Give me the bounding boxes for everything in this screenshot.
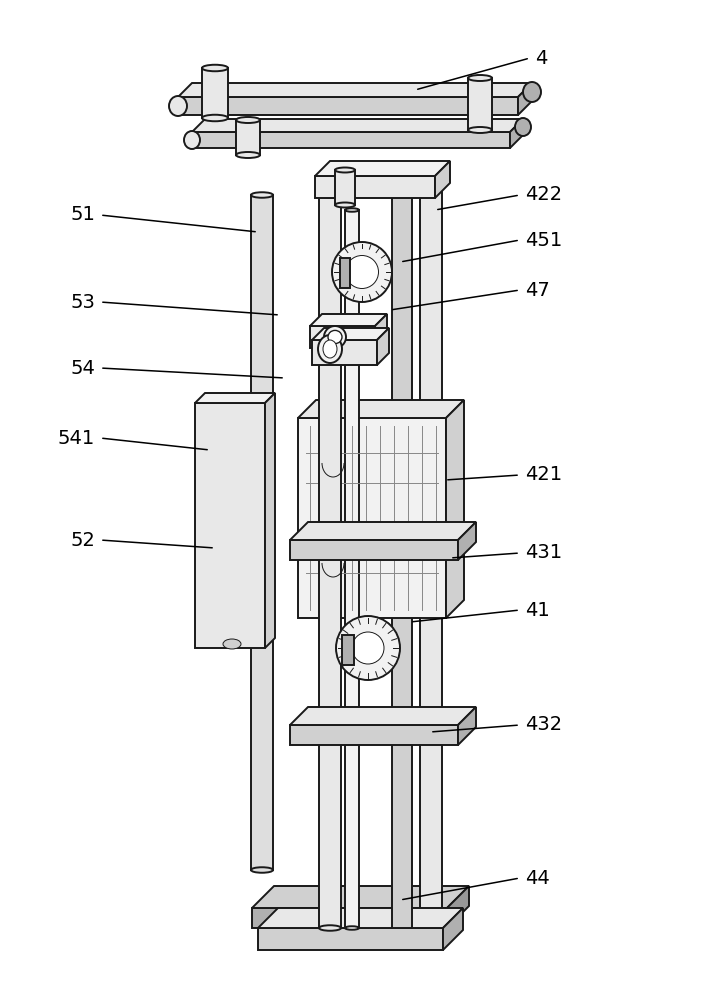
Ellipse shape	[236, 152, 260, 158]
Text: 422: 422	[525, 186, 562, 205]
Ellipse shape	[236, 117, 260, 123]
Polygon shape	[298, 400, 464, 418]
Polygon shape	[345, 210, 359, 928]
Ellipse shape	[319, 192, 341, 198]
Polygon shape	[319, 195, 341, 928]
Polygon shape	[335, 170, 355, 205]
Polygon shape	[340, 258, 350, 288]
Ellipse shape	[319, 925, 341, 931]
Polygon shape	[392, 165, 442, 188]
Polygon shape	[265, 393, 275, 648]
Polygon shape	[310, 314, 387, 326]
Polygon shape	[258, 908, 463, 928]
Text: 431: 431	[525, 544, 562, 562]
Polygon shape	[290, 725, 458, 745]
Ellipse shape	[468, 127, 492, 133]
Polygon shape	[375, 314, 387, 348]
Ellipse shape	[345, 208, 359, 212]
Polygon shape	[258, 928, 443, 950]
Polygon shape	[252, 886, 469, 908]
Text: 44: 44	[525, 868, 550, 888]
Polygon shape	[298, 418, 446, 618]
Polygon shape	[377, 328, 389, 365]
Ellipse shape	[515, 118, 531, 136]
Polygon shape	[510, 119, 523, 148]
Ellipse shape	[251, 192, 273, 198]
Ellipse shape	[345, 926, 359, 930]
Polygon shape	[290, 522, 476, 540]
Ellipse shape	[223, 639, 241, 649]
Text: 52: 52	[70, 530, 95, 550]
Circle shape	[332, 242, 392, 302]
Ellipse shape	[324, 326, 346, 348]
Text: 51: 51	[70, 206, 95, 225]
Polygon shape	[192, 119, 523, 132]
Polygon shape	[447, 886, 469, 928]
Polygon shape	[178, 83, 532, 97]
Polygon shape	[290, 540, 458, 560]
Ellipse shape	[169, 96, 187, 116]
Polygon shape	[435, 161, 450, 198]
Polygon shape	[252, 908, 447, 928]
Ellipse shape	[323, 340, 337, 358]
Ellipse shape	[335, 167, 355, 172]
Ellipse shape	[468, 75, 492, 81]
Circle shape	[345, 255, 378, 288]
Ellipse shape	[251, 867, 273, 873]
Polygon shape	[392, 188, 412, 928]
Polygon shape	[312, 340, 377, 365]
Text: 451: 451	[525, 231, 562, 249]
Polygon shape	[178, 97, 518, 115]
Ellipse shape	[184, 131, 200, 149]
Circle shape	[336, 616, 400, 680]
Text: 432: 432	[525, 716, 562, 734]
Polygon shape	[446, 400, 464, 618]
Polygon shape	[202, 68, 228, 118]
Polygon shape	[443, 908, 463, 950]
Polygon shape	[518, 83, 532, 115]
Polygon shape	[312, 328, 389, 340]
Polygon shape	[315, 161, 450, 176]
Polygon shape	[342, 635, 354, 665]
Polygon shape	[458, 707, 476, 745]
Text: 4: 4	[535, 48, 548, 68]
Text: 421: 421	[525, 466, 562, 485]
Polygon shape	[195, 403, 265, 648]
Text: 54: 54	[70, 359, 95, 377]
Circle shape	[352, 632, 384, 664]
Polygon shape	[315, 176, 435, 198]
Ellipse shape	[523, 82, 541, 102]
Polygon shape	[236, 120, 260, 155]
Polygon shape	[310, 326, 375, 348]
Ellipse shape	[335, 202, 355, 208]
Ellipse shape	[318, 335, 342, 363]
Polygon shape	[468, 78, 492, 130]
Text: 41: 41	[525, 600, 550, 619]
Polygon shape	[458, 522, 476, 560]
Ellipse shape	[202, 65, 228, 71]
Polygon shape	[290, 707, 476, 725]
Polygon shape	[195, 393, 275, 403]
Text: 53: 53	[70, 292, 95, 312]
Text: 541: 541	[58, 428, 95, 448]
Ellipse shape	[328, 330, 342, 344]
Polygon shape	[420, 165, 442, 928]
Ellipse shape	[202, 115, 228, 121]
Polygon shape	[251, 195, 273, 870]
Text: 47: 47	[525, 280, 550, 300]
Polygon shape	[192, 132, 510, 148]
